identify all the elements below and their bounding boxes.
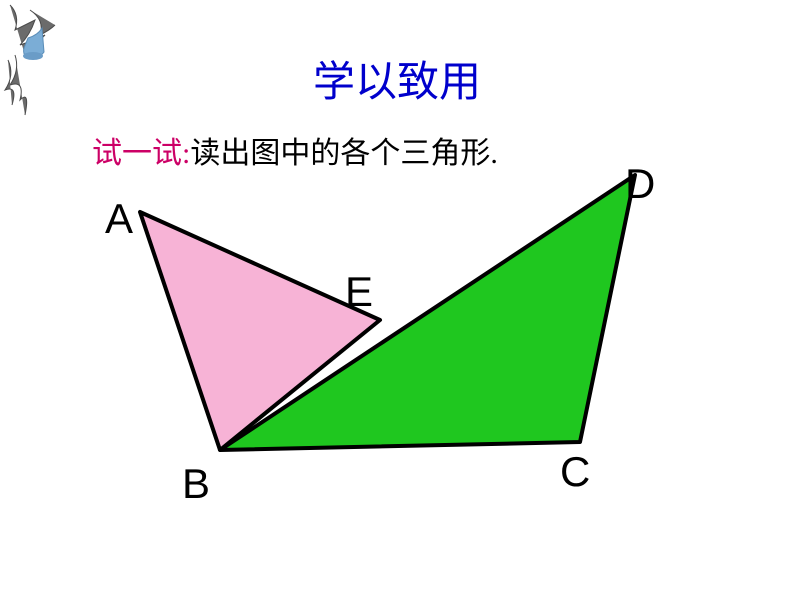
instruction-prefix: 试一试: [92,137,190,170]
vertex-label-b: B [182,460,210,508]
triangles-svg [70,170,720,530]
vertex-label-a: A [105,195,133,243]
page-title: 学以致用 [313,48,481,109]
geometry-diagram: A B C D E [70,170,720,530]
vertex-label-e: E [345,268,373,316]
corner-decoration [0,0,70,120]
vertex-label-d: D [625,160,655,208]
instruction-text: 试一试:读出图中的各个三角形. [92,128,498,172]
instruction-body: 读出图中的各个三角形. [190,137,498,170]
vertex-label-c: C [560,448,590,496]
